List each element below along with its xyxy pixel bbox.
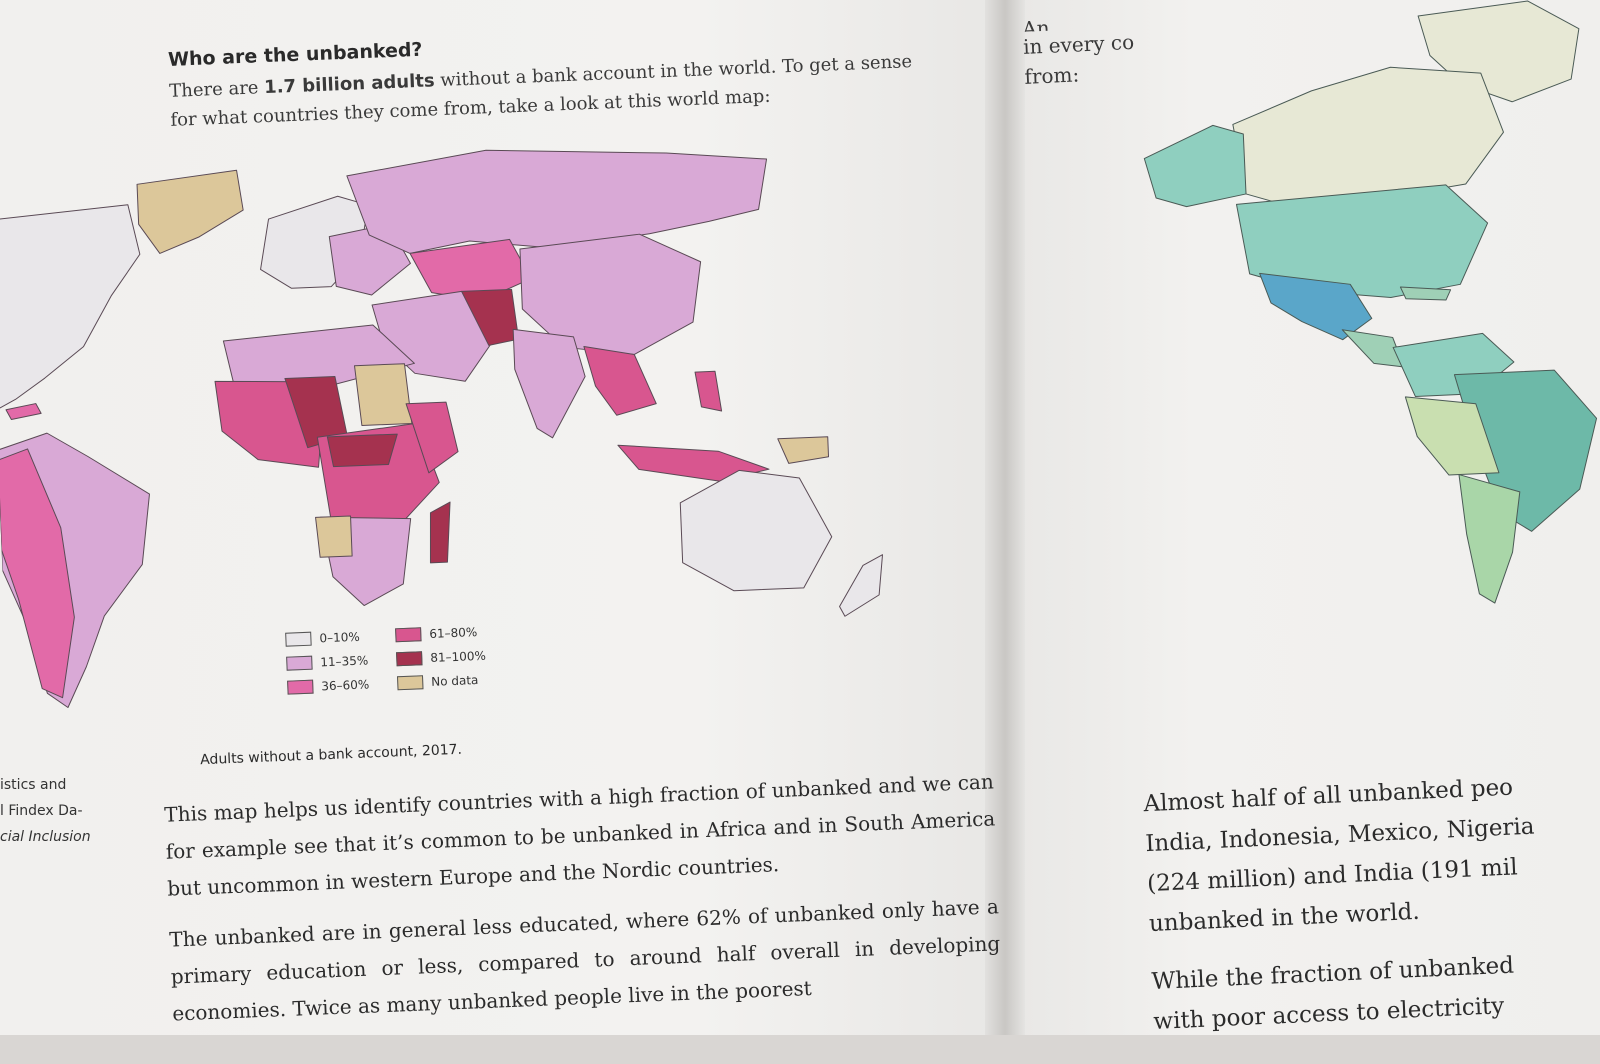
region-png <box>777 436 830 464</box>
right-body-text: Almost half of all unbanked peo India, I… <box>1143 761 1600 1060</box>
legend-item: 61–80% <box>395 622 506 644</box>
region-philippines <box>694 370 723 412</box>
region-india <box>512 328 586 439</box>
side-note-line: istics and <box>0 777 67 793</box>
body-paragraph: The unbanked are in general less educate… <box>168 894 1001 1026</box>
legend-label: 61–80% <box>429 625 478 641</box>
legend-label: 11–35% <box>320 653 369 670</box>
region-argentina-chile-r <box>1458 474 1521 604</box>
region-greenland <box>136 169 244 254</box>
legend-swatch-no-data <box>396 675 424 691</box>
region-madagascar <box>429 501 451 564</box>
region-mexico-r <box>1259 272 1373 341</box>
region-alaska-r <box>1143 124 1247 208</box>
world-map-svg <box>0 149 884 709</box>
body-paragraph: This map helps us identify countries wit… <box>163 769 996 901</box>
side-note: istics and l Findex Da- cial Inclusion <box>0 772 110 850</box>
legend-label: 0–10% <box>319 629 360 646</box>
book-gutter <box>985 0 1025 1035</box>
left-page-content: Who are the unbanked? There are 1.7 bill… <box>0 38 1003 1046</box>
side-note-line: cial Inclusion <box>0 829 91 845</box>
region-china <box>519 233 702 355</box>
left-body-text: This map helps us identify countries wit… <box>164 763 1003 1046</box>
map-caption: Adults without a bank account, 2017. <box>199 741 463 769</box>
region-new-zealand <box>839 554 884 617</box>
section-heading: Who are the unbanked? <box>167 38 423 71</box>
region-peru-bolivia-r <box>1404 396 1500 476</box>
region-central-africa-dark <box>326 433 398 468</box>
region-angola-namibia <box>315 515 353 558</box>
region-canada-r <box>1232 66 1504 212</box>
legend-swatch-11-35 <box>286 655 313 671</box>
americas-map-svg <box>1143 0 1598 604</box>
legend-label: 36–60% <box>321 677 370 694</box>
region-russia <box>346 149 768 254</box>
legend-swatch-61-80 <box>395 627 422 643</box>
region-south-america-west <box>0 448 75 699</box>
legend-swatch-0-10 <box>285 631 312 647</box>
region-sudan <box>353 363 413 426</box>
region-caribbean <box>5 403 42 421</box>
intro-bold: 1.7 billion adults <box>263 70 435 99</box>
region-australia <box>679 469 833 592</box>
right-paragraph: While the fraction of unbanked with poor… <box>1151 938 1600 1042</box>
region-east-africa <box>405 401 459 474</box>
world-map-left <box>0 112 968 730</box>
legend-swatch-36-60 <box>287 679 314 695</box>
intro-prefix: There are <box>168 77 265 102</box>
region-north-america <box>0 204 141 411</box>
map-legend: 0–10% 61–80% 11–35% 81–100% 36–60% No da… <box>285 622 507 697</box>
region-caribbean-r <box>1399 286 1452 301</box>
legend-item: 81–100% <box>396 646 507 668</box>
region-southeast-asia <box>583 346 657 416</box>
legend-item: 0–10% <box>285 626 396 648</box>
right-page-content: An in every co from: Almost half of all … <box>1018 0 1600 1048</box>
side-note-line: l Findex Da- <box>0 803 83 819</box>
legend-label: 81–100% <box>430 648 487 665</box>
legend-label: No data <box>430 673 479 689</box>
right-paragraph: Almost half of all unbanked peo India, I… <box>1143 761 1600 944</box>
legend-swatch-81-100 <box>396 651 423 667</box>
legend-item: 11–35% <box>286 650 397 672</box>
